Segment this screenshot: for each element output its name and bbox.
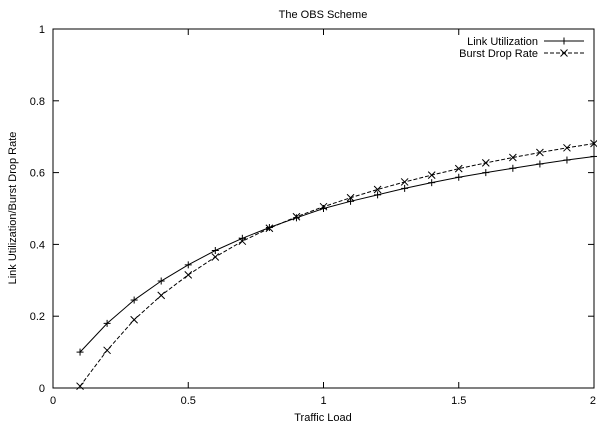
x-axis-label: Traffic Load [294,412,351,424]
y-axis-ticks: 0 0.2 0.4 0.6 0.8 1 [30,24,594,395]
data-point [590,152,597,160]
legend-label: Link Utilization [467,36,538,48]
y-tick-label: 0.6 [30,168,45,180]
data-point [130,296,138,304]
data-point [563,156,571,164]
data-point [76,348,84,356]
series-1 [76,139,597,391]
y-axis-label: Link Utilization/Burst Drop Rate [7,132,19,285]
data-point [103,346,111,355]
data-point [563,143,571,152]
x-tick-label: 1.5 [451,395,466,407]
chart-title: The OBS Scheme [279,9,368,21]
data-point [401,184,409,192]
data-point [455,173,463,181]
x-tick-label: 2 [590,395,596,407]
data-point [76,382,84,391]
x-tick-label: 0 [50,395,56,407]
data-point [536,148,544,157]
data-point [265,224,274,233]
data-point [184,271,193,279]
data-point [536,160,544,168]
data-point [184,261,192,269]
data-point [427,171,436,179]
x-tick-label: 0.5 [181,395,196,407]
data-point [373,185,382,194]
x-axis-ticks: 0 0.5 1 1.5 2 [50,29,596,407]
series-line [79,155,595,353]
data-point [211,253,220,261]
legend-label: Burst Drop Rate [459,48,538,60]
y-tick-label: 0.2 [30,311,45,323]
data-point [482,169,490,177]
data-point [103,319,111,327]
data-point [400,178,409,186]
data-point [454,164,463,173]
data-point [319,202,328,211]
y-tick-label: 1 [39,24,45,36]
data-point [347,197,355,205]
series-line [79,143,595,387]
legend-marker [560,37,568,45]
data-point [509,164,517,172]
y-tick-label: 0.8 [30,96,45,108]
data-point [211,247,219,255]
legend-marker [560,49,568,57]
y-tick-label: 0 [39,383,45,395]
data-point [157,277,165,285]
data-point [374,191,382,199]
data-point [428,179,436,187]
data-point [292,212,301,221]
data-point [157,291,166,300]
data-point [238,237,247,246]
data-point [481,159,490,167]
data-point [508,153,517,162]
data-point [590,139,597,148]
series-layer [76,139,597,391]
y-tick-label: 0.4 [30,239,45,251]
x-tick-label: 1 [320,395,326,407]
data-point [346,193,355,202]
data-point [130,315,139,324]
